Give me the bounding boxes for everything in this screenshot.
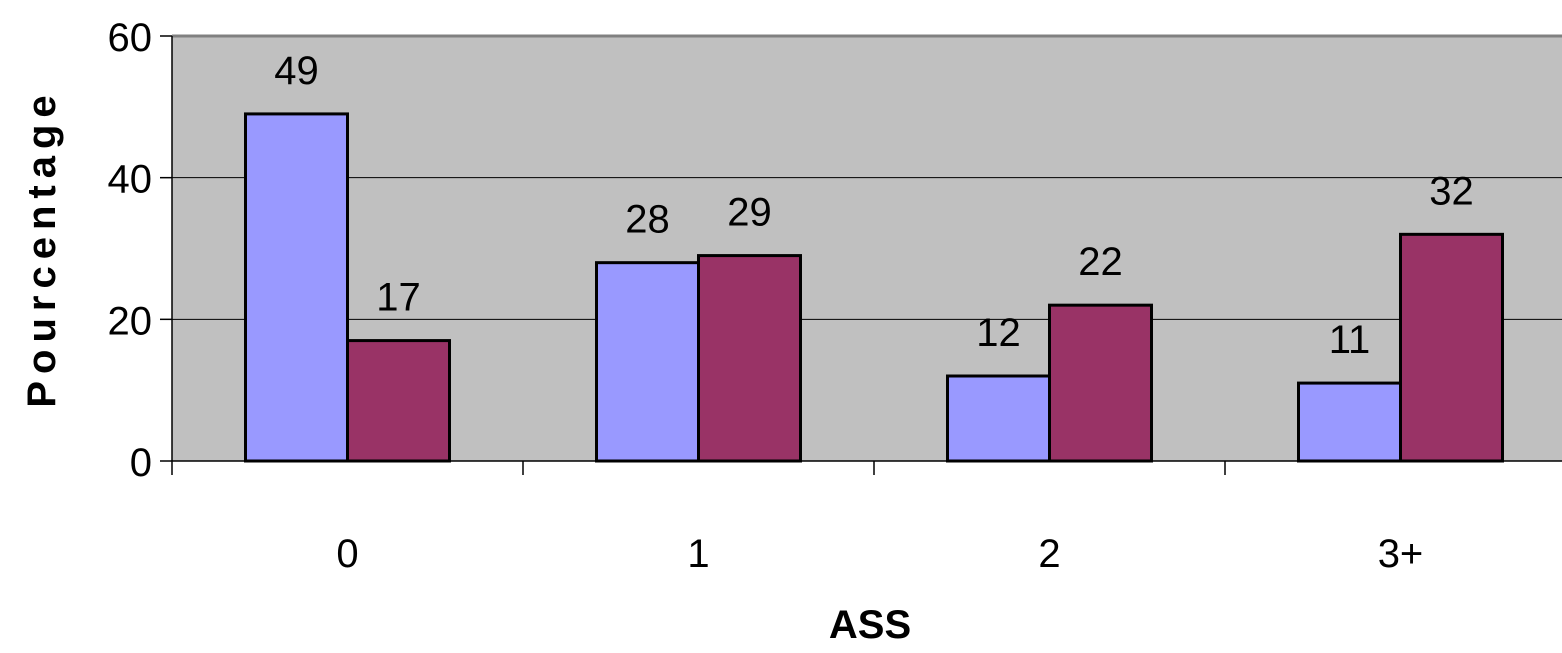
x-tick-label: 3+: [1378, 532, 1424, 576]
bar: [1399, 232, 1504, 463]
data-label: 29: [727, 191, 772, 235]
bar: [946, 374, 1051, 463]
data-label: 11: [1329, 318, 1371, 362]
bar: [1048, 303, 1153, 463]
data-label: 22: [1078, 240, 1123, 284]
data-label: 28: [625, 198, 670, 242]
y-tick-label: 60: [108, 16, 153, 60]
x-axis-title: ASS: [829, 603, 911, 647]
y-axis-title: Pourcentage: [20, 88, 64, 407]
bar: [1297, 381, 1402, 463]
y-tick-label: 40: [108, 158, 153, 202]
data-label: 32: [1429, 169, 1474, 213]
y-tick-label: 20: [108, 299, 153, 343]
bar: [595, 261, 700, 463]
data-label: 17: [376, 276, 421, 320]
x-tick-label: 2: [1038, 532, 1060, 576]
bar: [697, 254, 802, 463]
bar: [346, 339, 451, 463]
y-tick-label: 0: [130, 441, 152, 485]
x-tick-label: 1: [687, 532, 709, 576]
data-label: 49: [274, 49, 319, 93]
x-tick-label: 0: [336, 532, 358, 576]
data-label: 12: [976, 311, 1021, 355]
bar: [244, 112, 349, 463]
